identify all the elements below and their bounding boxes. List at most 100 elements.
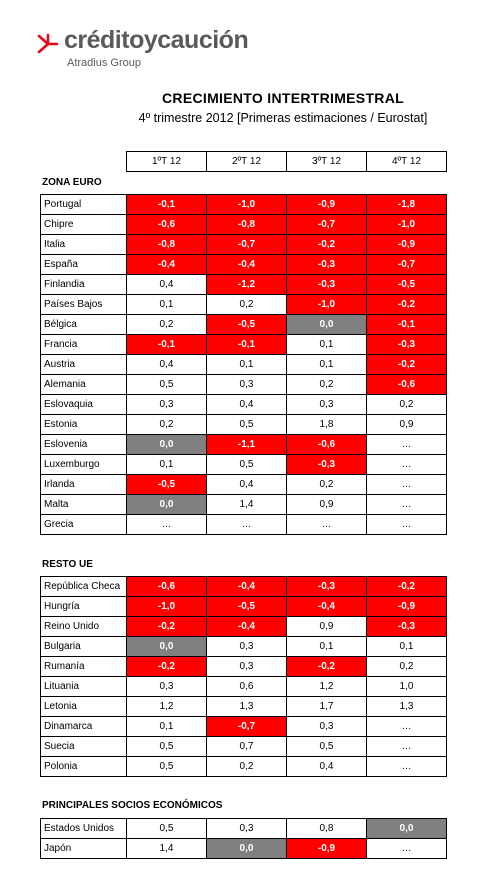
column-header: 1ºT 12 [126,151,207,172]
growth-value: 0,5 [206,414,287,435]
growth-value: -0,5 [366,274,447,295]
growth-value: … [366,756,447,777]
growth-value: 0,5 [126,756,207,777]
table-row: Bélgica 0,2 -0,5 0,0 -0,1 [40,314,447,335]
growth-value: -0,4 [206,616,287,637]
growth-value: 0,5 [206,454,287,475]
growth-value: 0,1 [286,334,367,355]
growth-value: 1,0 [366,676,447,697]
growth-value: 0,3 [286,394,367,415]
growth-value: 0,9 [286,616,367,637]
country-name: Países Bajos [40,294,127,315]
growth-value: -1,0 [286,294,367,315]
growth-value: -0,5 [206,596,287,617]
table-row: Países Bajos 0,1 0,2 -1,0 -0,2 [40,294,447,315]
growth-value: 0,5 [126,374,207,395]
section-table: Estados Unidos 0,5 0,3 0,8 0,0 Japón 1,4 0,0 -0,… [40,818,447,859]
growth-value: -1,8 [366,194,447,215]
growth-value: 0,9 [286,494,367,515]
growth-value: 0,8 [286,818,367,839]
column-header: 3ºT 12 [286,151,367,172]
table-row: Japón 1,4 0,0 -0,9… [40,838,447,859]
growth-value: -0,3 [286,274,367,295]
growth-value: -0,6 [126,214,207,235]
country-name: Bélgica [40,314,127,335]
column-header: 4ºT 12 [366,151,447,172]
growth-value: 0,2 [366,656,447,677]
country-name: Polonia [40,756,127,777]
growth-value: 0,3 [206,656,287,677]
brand-name: créditoycaución [64,26,249,54]
table-row: Suecia 0,5 0,7 0,5… [40,736,447,757]
growth-value: -0,2 [366,354,447,375]
page-title: CRECIMIENTO INTERTRIMESTRAL [162,90,404,106]
growth-value: 0,9 [366,414,447,435]
growth-value: -1,0 [206,194,287,215]
table-row: Lituania 0,3 0,6 1,2 1,0 [40,676,447,697]
section-title: RESTO UE [42,559,93,570]
growth-value: 1,8 [286,414,367,435]
growth-value: -1,2 [206,274,287,295]
growth-value: -0,7 [206,234,287,255]
country-name: Letonia [40,696,127,717]
table-row: Hungría -1,0 -0,5 -0,4 -0,9 [40,596,447,617]
growth-value: -0,4 [126,254,207,275]
growth-value: 1,7 [286,696,367,717]
growth-value: -0,2 [126,656,207,677]
growth-value: -0,1 [126,194,207,215]
growth-value: 1,3 [206,696,287,717]
country-name: Reino Unido [40,616,127,637]
growth-value: -0,4 [286,596,367,617]
country-name: Hungría [40,596,127,617]
growth-value: 0,2 [286,374,367,395]
table-row: Italia -0,8 -0,7 -0,2 -0,9 [40,234,447,255]
growth-value: -0,9 [286,194,367,215]
growth-value: 0,3 [206,374,287,395]
growth-value: -0,3 [286,454,367,475]
growth-value: 0,4 [126,274,207,295]
table-row: Letonia 1,2 1,3 1,7 1,3 [40,696,447,717]
growth-value: -1,0 [366,214,447,235]
table-row: Irlanda -0,5 0,4 0,2… [40,474,447,495]
country-name: Irlanda [40,474,127,495]
asterisk-logo-icon [37,33,59,54]
growth-value: 1,4 [206,494,287,515]
table-row: Rumanía -0,2 0,3 -0,2 0,2 [40,656,447,677]
growth-value: 0,3 [126,394,207,415]
table-row: Estados Unidos 0,5 0,3 0,8 0,0 [40,818,447,839]
growth-value: -0,2 [366,294,447,315]
table-row: Eslovaquia 0,3 0,4 0,3 0,2 [40,394,447,415]
growth-value: 0,2 [126,314,207,335]
table-row: Dinamarca 0,1 -0,7 0,3… [40,716,447,737]
growth-value: -0,2 [366,576,447,597]
table-row: Finlandia 0,4 -1,2 -0,3 -0,5 [40,274,447,295]
country-name: Rumanía [40,656,127,677]
growth-value: 0,0 [126,636,207,657]
growth-value: -0,2 [126,616,207,637]
growth-value: 0,4 [286,756,367,777]
country-name: República Checa [40,576,127,597]
growth-value: … [366,838,447,859]
country-name: Estonia [40,414,127,435]
country-name: Chipre [40,214,127,235]
growth-value: -1,0 [126,596,207,617]
growth-value: -0,3 [366,334,447,355]
country-name: Austria [40,354,127,375]
country-name: Luxemburgo [40,454,127,475]
growth-value: 0,5 [126,736,207,757]
country-name: Finlandia [40,274,127,295]
growth-value: 0,6 [206,676,287,697]
section-table: República Checa -0,6 -0,4 -0,3 -0,2 Hungría -1… [40,576,447,777]
country-name: Francia [40,334,127,355]
growth-value: 0,2 [286,474,367,495]
growth-value: 0,3 [206,818,287,839]
growth-value: … [126,514,207,535]
country-name: Alemania [40,374,127,395]
growth-value: -0,2 [286,234,367,255]
growth-value: 0,4 [126,354,207,375]
growth-value: 0,0 [206,838,287,859]
growth-value: 0,2 [206,756,287,777]
country-name: Malta [40,494,127,515]
table-row: Austria 0,4 0,1 0,1 -0,2 [40,354,447,375]
growth-value: -0,5 [206,314,287,335]
